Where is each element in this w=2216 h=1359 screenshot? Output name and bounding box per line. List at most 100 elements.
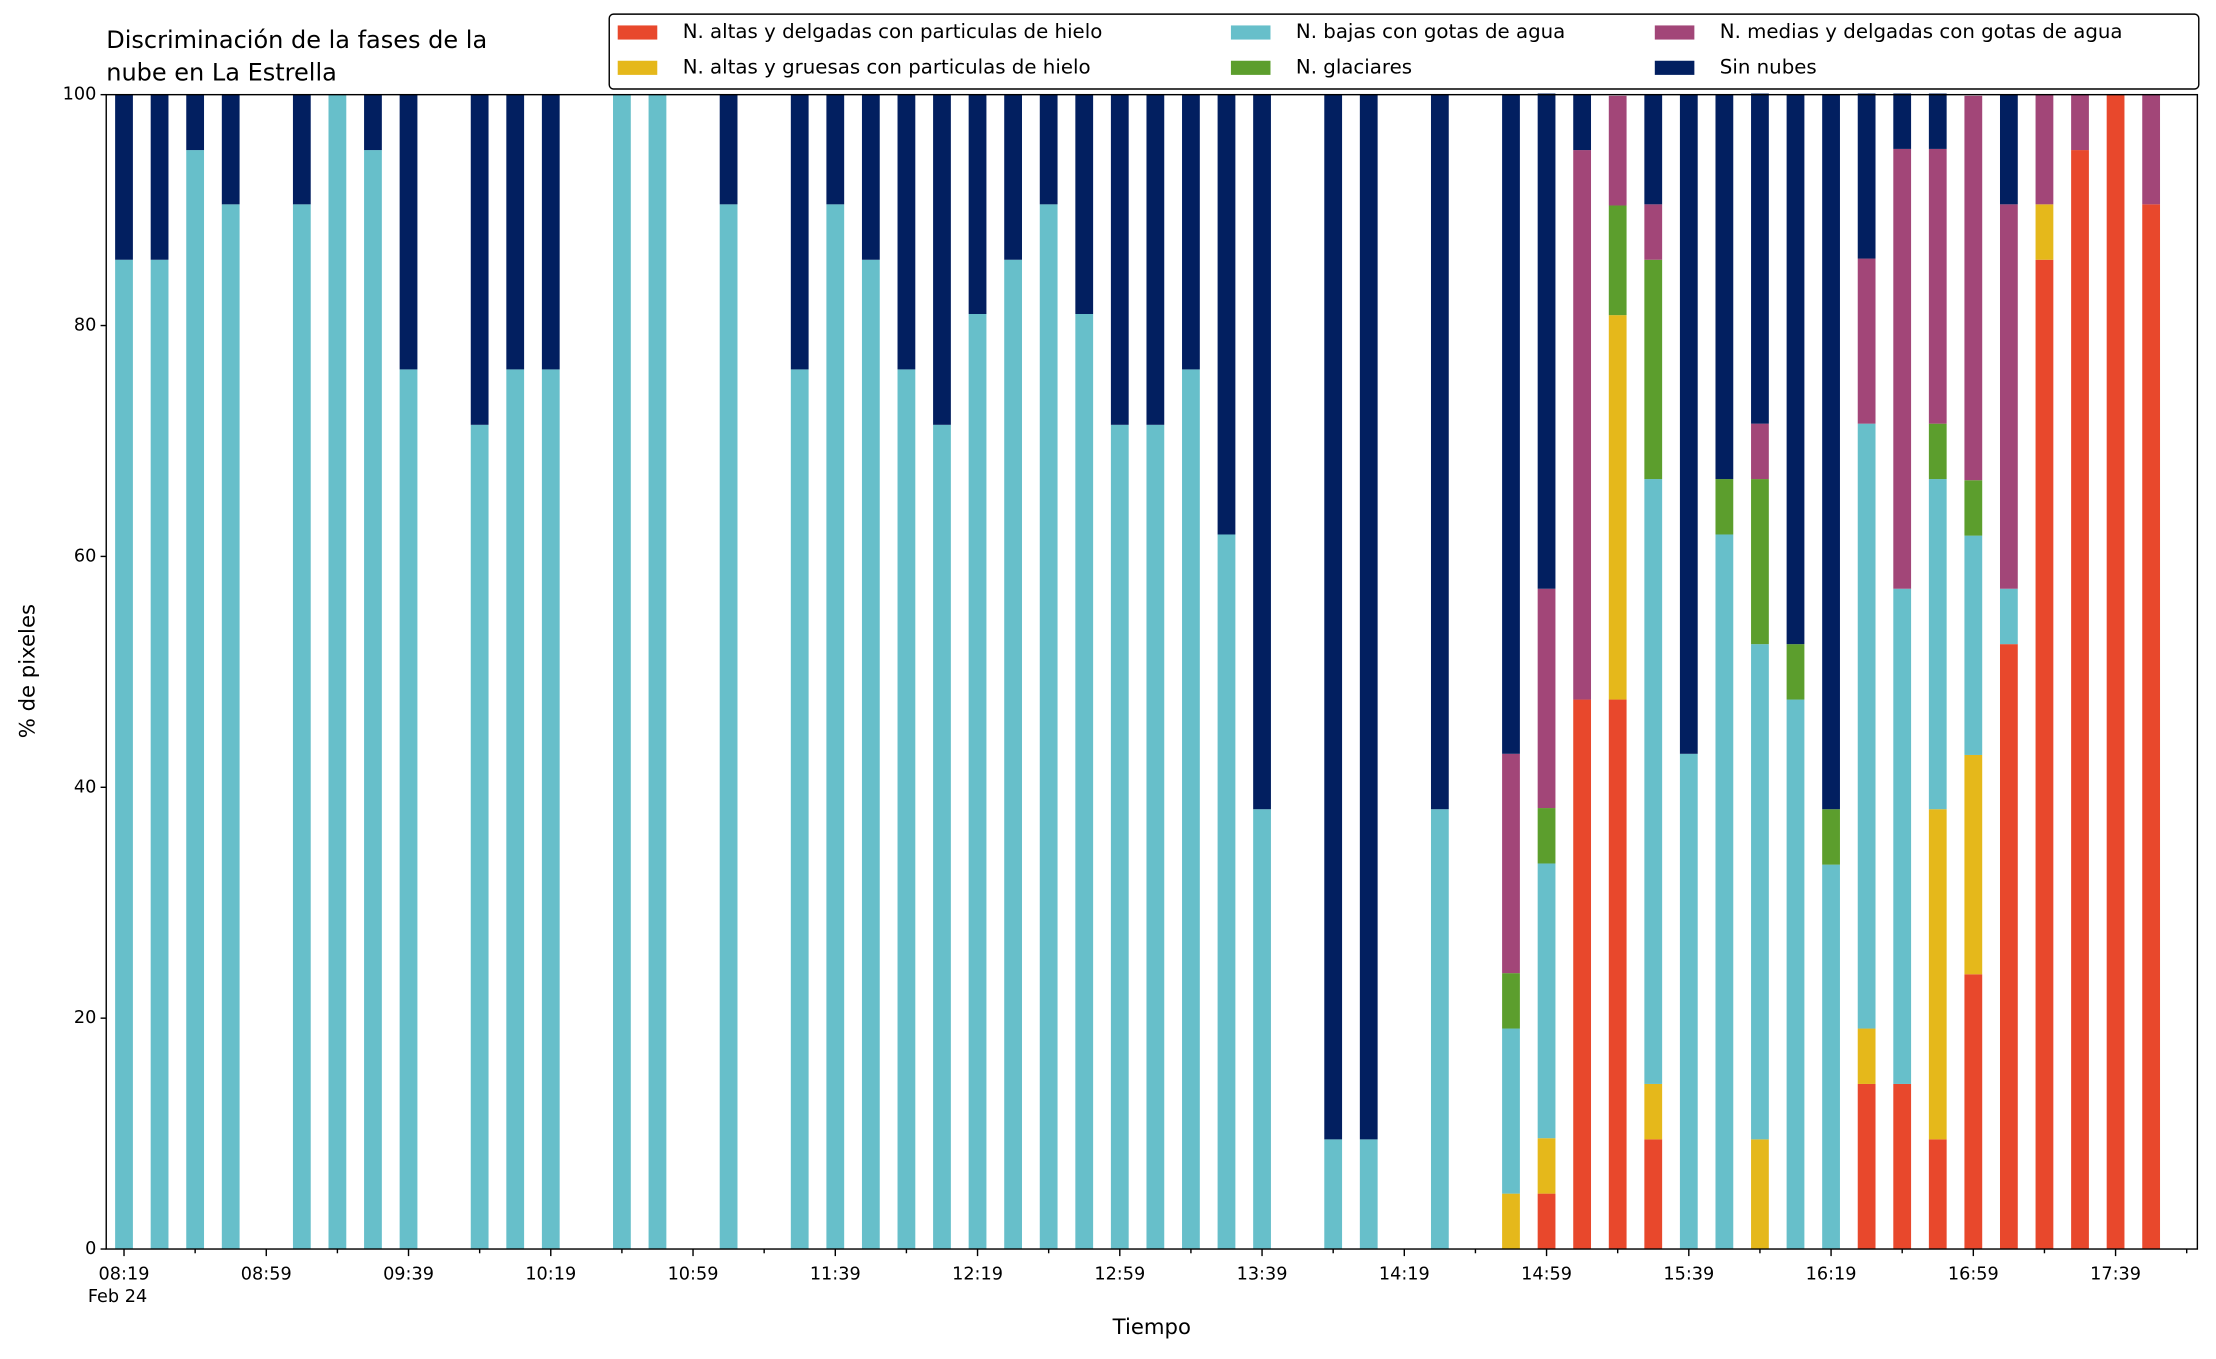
y-axis-label: % de pixeles [15,604,40,738]
bar-segment [150,259,169,1250]
bar-segment [1608,315,1627,700]
legend-label: N. glaciares [1296,55,1412,78]
bar-segment [541,369,560,1250]
bar-segment [968,313,987,1250]
bar-segment [1217,534,1236,1250]
legend-swatch [617,60,658,75]
bar-segment [1608,95,1627,206]
bar-segment [2142,94,2161,205]
bar-segment [1324,1139,1343,1250]
bar-segment [1537,93,1556,589]
bar-segment [1893,588,1912,1084]
bar-segment [292,94,311,205]
bar-segment [861,94,880,260]
bar-segment [1786,644,1805,700]
y-tick-label: 100 [63,85,97,105]
bar-segment [1573,150,1592,700]
bar-segment [1751,479,1769,645]
bar-segment [1928,479,1947,810]
bar-segment [2071,150,2089,1250]
bar-segment [1999,588,2018,645]
bar-segment [1608,699,1627,1250]
bar-segment [292,204,311,1250]
bar-segment [1644,204,1663,260]
bar-segment [1182,369,1200,1250]
x-tick-label: 13:39 [1237,1264,1288,1284]
bar-segment [1253,809,1271,1250]
bar-segment [968,94,987,314]
x-tick-label: 09:39 [383,1264,434,1284]
bar-segment [115,94,133,260]
bar-segment [1644,1139,1663,1250]
bar-segment [1502,1193,1520,1250]
bar-segment [897,369,916,1250]
bar-segment [186,150,205,1250]
x-date-label: Feb 24 [88,1287,147,1307]
bar-segment [1217,94,1236,535]
bar-segment [1324,94,1343,1140]
bar-segment [399,369,418,1250]
bar-segment [861,259,880,1250]
x-tick-label: 14:19 [1379,1264,1430,1284]
x-tick-label: 08:19 [99,1264,150,1284]
bar-segment [1715,534,1734,1250]
bar-segment [2142,204,2161,1250]
bar-segment [1537,1193,1556,1250]
x-tick-label: 10:59 [668,1264,719,1284]
bar-segment [1964,535,1983,755]
chart-title: Discriminación de la fases de la [106,26,487,54]
bar-segment [1786,94,1805,645]
bar-segment [1537,1138,1556,1194]
bar-segment [1644,479,1663,1084]
bar-segment [613,94,631,1250]
legend-label: N. medias y delgadas con gotas de agua [1720,20,2123,43]
bar-segment [1146,424,1165,1250]
bar-segment [1110,94,1129,425]
bar-segment [1182,94,1200,370]
bar-segment [1430,94,1449,810]
bar-segment [719,204,738,1250]
bar-segment [221,94,240,205]
bar-segment [1537,588,1556,809]
y-tick-label: 60 [74,546,96,566]
bar-segment [1999,94,2018,205]
bar-segment [1857,1028,1876,1084]
x-tick-label: 17:39 [2090,1264,2141,1284]
bar-segment [2106,94,2125,1250]
bar-segment [506,94,525,370]
bar-segment [1893,93,1912,149]
bar-segment [186,94,205,151]
bar-segment [1999,204,2018,589]
bar-segment [1537,863,1556,1139]
bar-segment [1751,644,1769,1140]
bar-segment [1928,148,1947,424]
bar-segment [1359,1139,1378,1250]
bar-segment [115,259,133,1250]
bar-segment [1359,94,1378,1140]
bar-segment [1857,423,1876,1029]
bar-segment [1537,808,1556,864]
bar-segment [328,94,347,1250]
bar-segment [1786,699,1805,1250]
x-tick-label: 16:19 [1806,1264,1857,1284]
bar-segment [826,94,845,205]
bar-segment [933,94,951,425]
bar-segment [1004,259,1022,1250]
bar-segment [648,94,667,1250]
bar-segment [470,94,489,425]
bar-segment [826,204,845,1250]
x-tick-label: 15:39 [1663,1264,1714,1284]
bar-segment [399,94,418,370]
bar-segment [897,94,916,370]
bar-segment [1110,424,1129,1250]
legend-label: N. altas y delgadas con particulas de hi… [683,20,1103,43]
bar-segment [1751,93,1769,424]
bar-segment [1039,94,1058,205]
bar-segment [1928,809,1947,1140]
bar-segment [1857,258,1876,424]
legend-swatch [1654,60,1695,75]
bar-segment [1644,94,1663,205]
legend-label: N. bajas con gotas de agua [1296,20,1565,43]
